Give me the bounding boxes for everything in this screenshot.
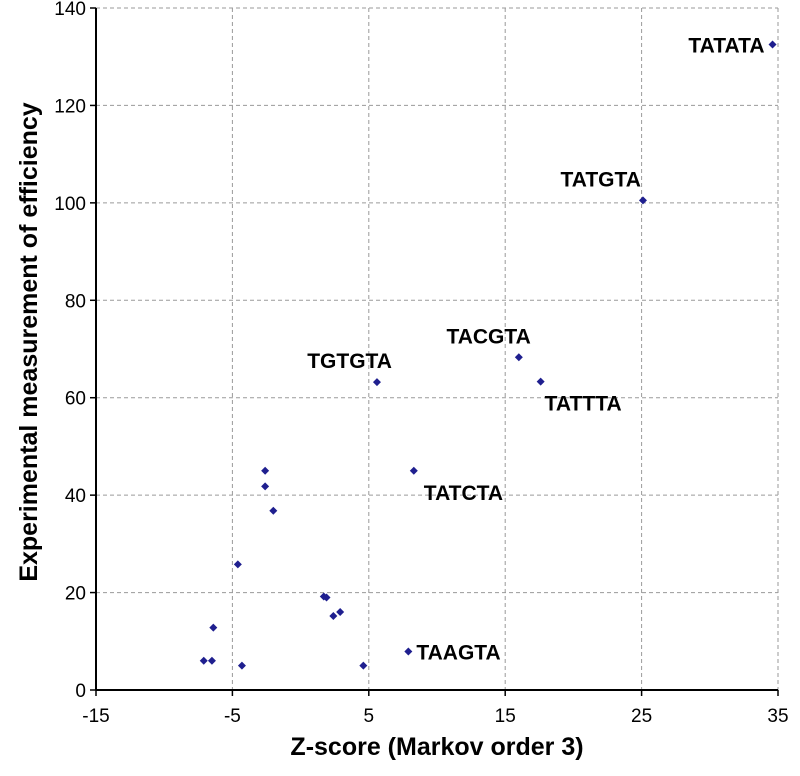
data-point: [359, 661, 368, 670]
data-point: [233, 560, 242, 569]
data-point: [261, 466, 270, 475]
x-tick-label: -15: [82, 706, 109, 727]
data-points: [199, 40, 777, 670]
point-label: TACGTA: [446, 325, 530, 348]
grid-lines: [95, 7, 779, 691]
point-label: TATATA: [688, 35, 764, 58]
data-point: [199, 656, 208, 665]
point-label: TATTTA: [545, 393, 622, 416]
data-point: [329, 611, 338, 620]
data-point: [336, 608, 345, 617]
data-point: [209, 623, 218, 632]
data-point: [514, 353, 523, 362]
y-axis-title: Experimental measurement of efficiency: [15, 102, 43, 581]
data-point: [269, 506, 278, 515]
data-point: [768, 40, 777, 49]
x-tick-label: 25: [631, 706, 652, 727]
x-tick-label: 5: [364, 706, 375, 727]
data-point: [372, 378, 381, 387]
y-tick-label: 100: [54, 194, 86, 215]
x-tick-label: 35: [767, 706, 788, 727]
y-tick-label: 140: [54, 0, 86, 20]
point-label: TAAGTA: [416, 642, 500, 665]
x-tick-label: 15: [495, 706, 516, 727]
y-tick-label: 80: [65, 291, 86, 312]
y-tick-label: 0: [75, 681, 86, 702]
point-label: TATCTA: [424, 482, 503, 505]
y-tick-label: 120: [54, 96, 86, 117]
plot-frame: [90, 7, 779, 696]
tick-labels: 0 20 40 60 80 100 120 140 -15 -5 5 15 25 35: [54, 0, 788, 727]
data-point: [261, 482, 270, 491]
x-axis-title: Z-score (Markov order 3): [290, 733, 583, 761]
data-point: [404, 647, 413, 656]
data-point: [237, 661, 246, 670]
x-tick-label: -5: [224, 706, 241, 727]
y-tick-label: 20: [65, 584, 86, 605]
point-labels: TATATA TATGTA TACGTA TATTTA TGTGTA TATCTA TAAG…: [307, 35, 764, 665]
data-point: [638, 196, 647, 205]
y-tick-label: 60: [65, 389, 86, 410]
y-tick-label: 40: [65, 486, 86, 507]
point-label: TATGTA: [560, 168, 640, 191]
data-point: [536, 377, 545, 386]
point-label: TGTGTA: [307, 350, 392, 373]
data-point: [322, 593, 331, 602]
data-point: [207, 656, 216, 665]
data-point: [409, 466, 418, 475]
